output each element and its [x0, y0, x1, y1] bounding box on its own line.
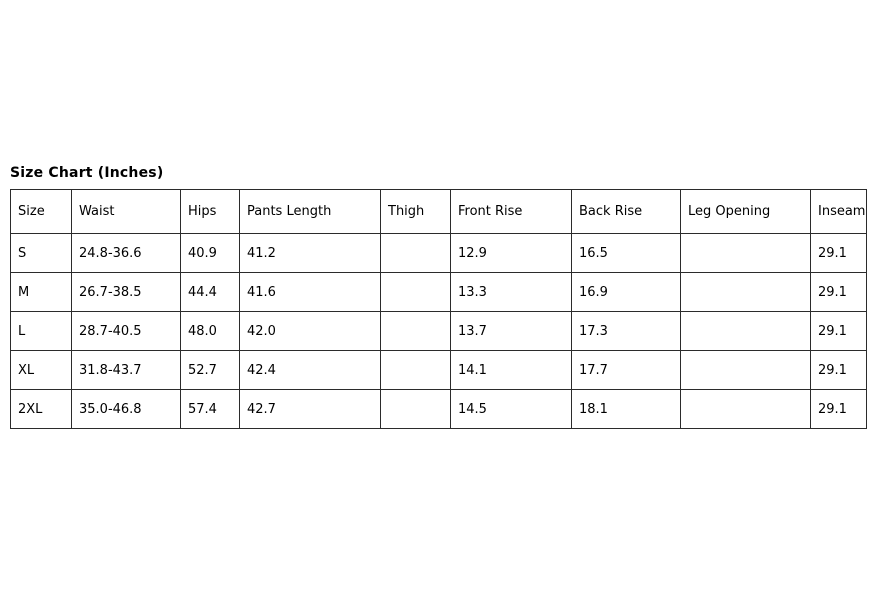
table-cell: 16.5	[571, 233, 681, 273]
table-cell: 41.6	[239, 272, 381, 312]
size-chart-title: Size Chart (Inches)	[10, 165, 164, 181]
table-cell: 29.1	[810, 272, 867, 312]
table-cell: 42.4	[239, 350, 381, 390]
column-header-size: Size	[10, 189, 72, 234]
column-header-inseam: Inseam	[810, 189, 867, 234]
column-header-waist: Waist	[71, 189, 181, 234]
table-row-s: S 24.8-36.6 40.9 41.2 12.9 16.5 29.1	[10, 233, 867, 273]
table-cell: 13.3	[450, 272, 572, 312]
table-cell: 26.7-38.5	[71, 272, 181, 312]
table-row-l: L 28.7-40.5 48.0 42.0 13.7 17.3 29.1	[10, 311, 867, 351]
table-cell	[680, 311, 811, 351]
table-cell: 24.8-36.6	[71, 233, 181, 273]
table-cell: 17.7	[571, 350, 681, 390]
table-cell: L	[10, 311, 72, 351]
table-cell: 29.1	[810, 350, 867, 390]
table-row-m: M 26.7-38.5 44.4 41.6 13.3 16.9 29.1	[10, 272, 867, 312]
table-cell: 40.9	[180, 233, 240, 273]
table-cell	[380, 311, 451, 351]
table-cell	[680, 389, 811, 429]
column-header-back-rise: Back Rise	[571, 189, 681, 234]
table-cell	[380, 233, 451, 273]
column-header-front-rise: Front Rise	[450, 189, 572, 234]
table-cell: 14.5	[450, 389, 572, 429]
table-cell	[680, 233, 811, 273]
table-cell: 2XL	[10, 389, 72, 429]
table-cell: S	[10, 233, 72, 273]
column-header-hips: Hips	[180, 189, 240, 234]
table-cell: 41.2	[239, 233, 381, 273]
table-cell	[380, 272, 451, 312]
header-row: Size Waist Hips Pants Length Thigh Front…	[10, 189, 867, 234]
table-cell: 29.1	[810, 389, 867, 429]
table-cell: 29.1	[810, 311, 867, 351]
column-header-pants-length: Pants Length	[239, 189, 381, 234]
table-cell: XL	[10, 350, 72, 390]
column-header-leg-opening: Leg Opening	[680, 189, 811, 234]
table-cell	[380, 389, 451, 429]
table-cell	[680, 350, 811, 390]
table-row-2xl: 2XL 35.0-46.8 57.4 42.7 14.5 18.1 29.1	[10, 389, 867, 429]
table-cell: 31.8-43.7	[71, 350, 181, 390]
table-cell: 18.1	[571, 389, 681, 429]
table-cell: 17.3	[571, 311, 681, 351]
table-cell: 13.7	[450, 311, 572, 351]
table-cell: 44.4	[180, 272, 240, 312]
table-cell: 29.1	[810, 233, 867, 273]
table-cell: 42.0	[239, 311, 381, 351]
table-row-xl: XL 31.8-43.7 52.7 42.4 14.1 17.7 29.1	[10, 350, 867, 390]
table-cell: 35.0-46.8	[71, 389, 181, 429]
table-cell: 16.9	[571, 272, 681, 312]
table-cell: 42.7	[239, 389, 381, 429]
table-cell: 52.7	[180, 350, 240, 390]
table-cell: 14.1	[450, 350, 572, 390]
column-header-thigh: Thigh	[380, 189, 451, 234]
table-cell: 12.9	[450, 233, 572, 273]
table-cell: 48.0	[180, 311, 240, 351]
table-cell: M	[10, 272, 72, 312]
size-chart-table: Size Waist Hips Pants Length Thigh Front…	[10, 189, 867, 429]
table-cell: 28.7-40.5	[71, 311, 181, 351]
table-cell	[380, 350, 451, 390]
table-cell: 57.4	[180, 389, 240, 429]
table-cell	[680, 272, 811, 312]
